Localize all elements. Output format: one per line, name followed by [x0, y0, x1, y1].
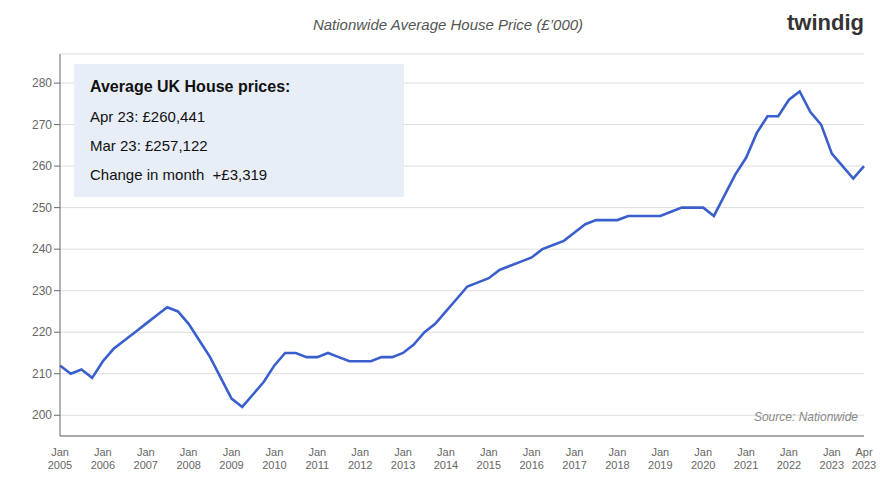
html-text:Apr 23: £260,441: Apr 23: £260,441 [90, 108, 206, 125]
svg-text:Jan2009: Jan2009 [219, 446, 243, 471]
svg-text:Jan2018: Jan2018 [605, 446, 629, 471]
svg-text:Jan2023: Jan2023 [820, 446, 844, 471]
svg-text:220: 220 [32, 325, 52, 339]
svg-text:280: 280 [32, 76, 52, 90]
svg-text:Jan2005: Jan2005 [48, 446, 72, 471]
svg-text:Jan2008: Jan2008 [176, 446, 200, 471]
svg-text:Jan2016: Jan2016 [519, 446, 543, 471]
svg-text:Jan2020: Jan2020 [691, 446, 715, 471]
svg-text:Jan2014: Jan2014 [434, 446, 458, 471]
svg-text:250: 250 [32, 201, 52, 215]
html-text:Nationwide Average House Price: Nationwide Average House Price (£’000) [312, 16, 584, 33]
svg-text:Jan2006: Jan2006 [91, 446, 115, 471]
svg-text:Jan2015: Jan2015 [477, 446, 501, 471]
html-text:Mar 23: £257,122: Mar 23: £257,122 [90, 137, 208, 154]
svg-text:Jan2007: Jan2007 [134, 446, 158, 471]
svg-text:Jan2012: Jan2012 [348, 446, 372, 471]
svg-text:Jan2010: Jan2010 [262, 446, 286, 471]
svg-text:230: 230 [32, 284, 52, 298]
svg-text:Jan2017: Jan2017 [562, 446, 586, 471]
html-text:Change in month +£3,319: Change in month +£3,319 [90, 166, 268, 183]
svg-text:240: 240 [32, 242, 52, 256]
svg-text:260: 260 [32, 159, 52, 173]
svg-text:Jan2019: Jan2019 [648, 446, 672, 471]
svg-text:Jan2021: Jan2021 [734, 446, 758, 471]
svg-text:Jan2011: Jan2011 [305, 446, 329, 471]
html-text:Average UK House prices:: Average UK House prices: [90, 78, 291, 95]
svg-text:Jan2022: Jan2022 [777, 446, 801, 471]
html-text:twindig: twindig [787, 10, 864, 35]
html-text:Source: Nationwide: Source: Nationwide [753, 410, 858, 424]
svg-text:210: 210 [32, 367, 52, 381]
svg-text:200: 200 [32, 408, 52, 422]
svg-text:Jan2013: Jan2013 [391, 446, 415, 471]
svg-text:Apr2023: Apr2023 [852, 446, 876, 471]
svg-text:270: 270 [32, 118, 52, 132]
